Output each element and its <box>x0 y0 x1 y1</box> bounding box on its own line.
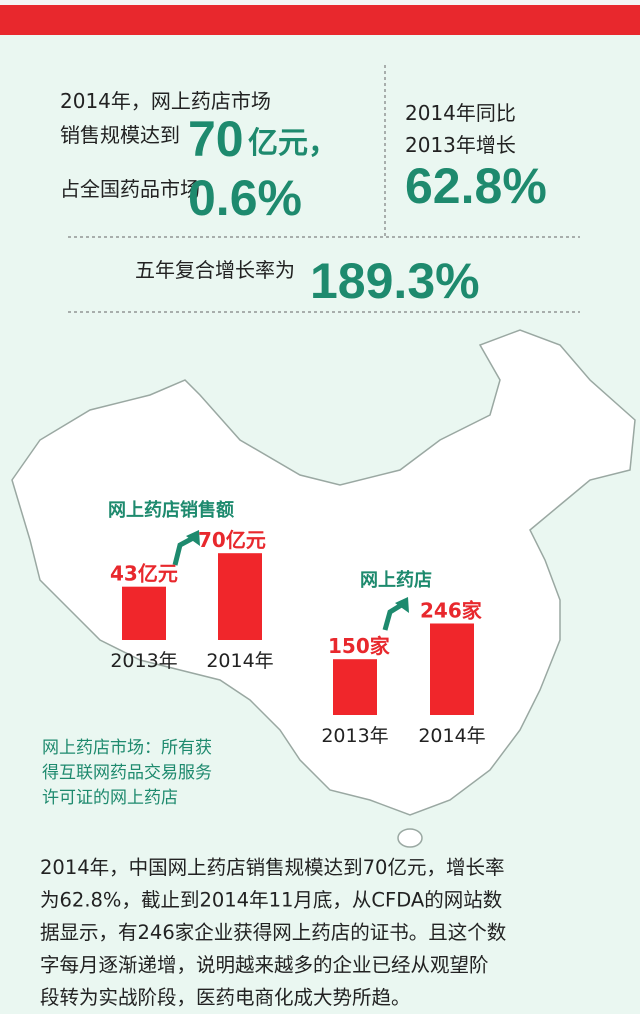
stat-text: 2014年，网上药店市场 <box>60 89 271 113</box>
stat-number: 0.6% <box>188 170 302 226</box>
paragraph-line: 为62.8%，截止到2014年11月底，从CFDA的网站数 <box>40 889 502 912</box>
stat-text: 五年复合增长率为 <box>135 258 295 282</box>
value-label: 150家 <box>328 634 391 658</box>
value-label: 70亿元 <box>198 528 266 552</box>
map-outline <box>11 329 636 816</box>
bar <box>333 659 377 715</box>
x-tick-label: 2013年 <box>321 725 388 747</box>
bar <box>122 586 166 640</box>
arrowhead <box>395 597 409 613</box>
island <box>397 828 423 848</box>
chart-title: 网上药店 <box>360 569 432 591</box>
x-tick-label: 2014年 <box>206 650 273 672</box>
paragraph-line: 字每月逐渐递增，说明越来越多的企业已经从观望阶 <box>40 954 489 977</box>
arrowhead <box>186 530 200 546</box>
stat-text: 占全国药品市场 <box>60 177 200 201</box>
stat-number: 70 <box>188 111 244 167</box>
note-line: 得互联网药品交易服务 <box>42 763 212 783</box>
stat-text: 2014年同比 <box>405 101 516 125</box>
stat-number: 189.3% <box>310 253 480 309</box>
note-line: 许可证的网上药店 <box>42 788 178 808</box>
paragraph: 2014年，中国网上药店销售规模达到70亿元，增长率为62.8%，截止到2014… <box>40 856 506 1009</box>
x-tick-label: 2014年 <box>418 725 485 747</box>
top-strip <box>0 0 640 5</box>
arrow <box>382 601 405 631</box>
top-band <box>0 0 640 35</box>
paragraph-line: 2014年，中国网上药店销售规模达到70亿元，增长率 <box>40 856 504 879</box>
value-label: 43亿元 <box>110 562 178 586</box>
arrow <box>172 534 197 566</box>
x-tick-label: 2013年 <box>110 650 177 672</box>
paragraph-line: 据显示，有246家企业获得网上药店的证书。且这个数 <box>40 921 506 944</box>
bar <box>218 553 262 640</box>
stat-unit: 亿元， <box>248 126 338 161</box>
bar <box>430 623 474 715</box>
paragraph-line: 段转为实战阶段，医药电商化成大势所趋。 <box>40 986 411 1009</box>
stat-text: 销售规模达到 <box>60 123 180 147</box>
stat-number: 62.8% <box>405 158 547 214</box>
note-line: 网上药店市场：所有获 <box>42 738 212 758</box>
stat-text: 2013年增长 <box>405 133 516 157</box>
chart-title: 网上药店销售额 <box>108 499 234 521</box>
value-label: 246家 <box>420 598 483 622</box>
